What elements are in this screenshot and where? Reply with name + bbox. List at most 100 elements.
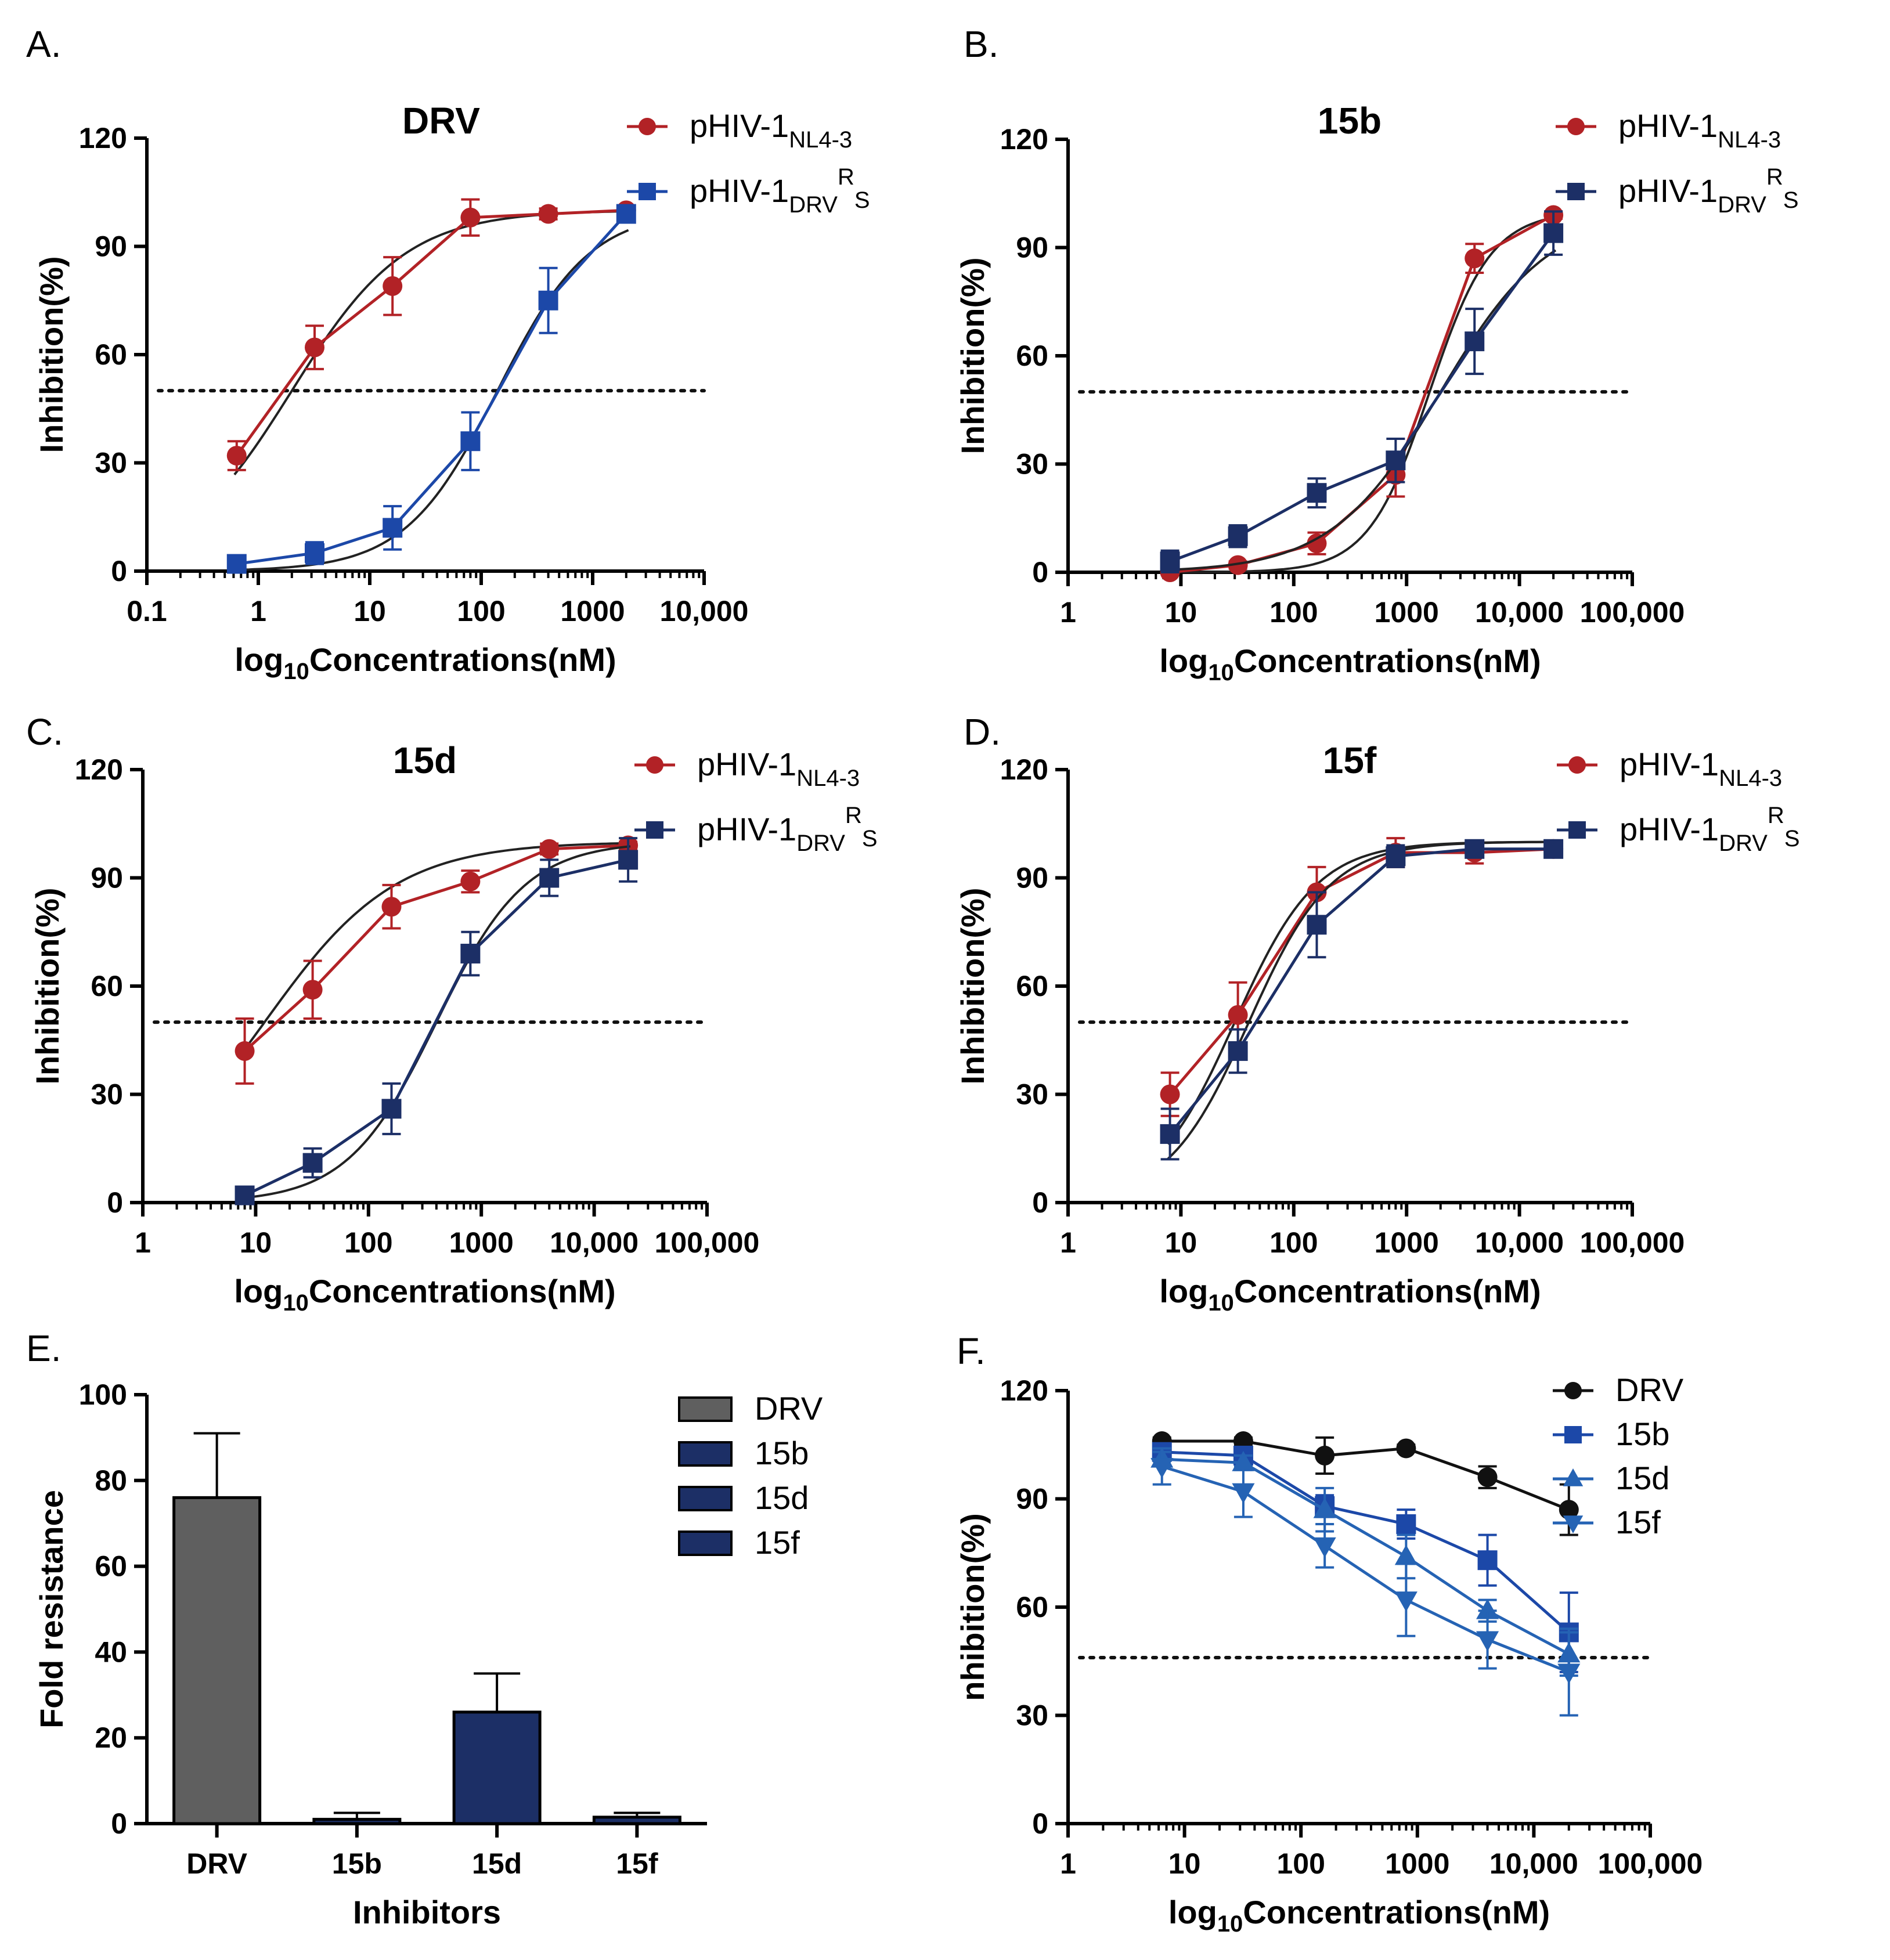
data-point bbox=[1396, 1514, 1416, 1535]
series-line bbox=[236, 212, 627, 566]
y-tick-label: 60 bbox=[95, 338, 127, 371]
series-line bbox=[1168, 847, 1554, 1135]
y-tick-label: 60 bbox=[95, 1550, 127, 1583]
y-tick-label: 20 bbox=[95, 1721, 127, 1754]
panel-title: 15d bbox=[393, 739, 457, 781]
x-axis-label-sub: 10 bbox=[1208, 660, 1234, 685]
panel-F: F.1 10 100 1000 10,000 100,000log10Concentrat… bbox=[954, 1330, 1703, 1937]
series-line bbox=[1170, 214, 1554, 574]
data-point bbox=[1228, 526, 1248, 546]
y-tick-label: 120 bbox=[1000, 753, 1048, 786]
data-point bbox=[1477, 1467, 1498, 1488]
y-tick-label: 0 bbox=[1032, 1807, 1048, 1840]
data-point bbox=[1394, 1544, 1418, 1565]
data-point bbox=[1476, 1631, 1499, 1652]
x-tick-label: 15d bbox=[472, 1847, 522, 1880]
legend-sup: R bbox=[838, 164, 854, 190]
data-point bbox=[226, 554, 247, 574]
legend-name: pHIV-1 bbox=[697, 811, 796, 847]
legend-label: 15d bbox=[755, 1479, 809, 1516]
legend-marker bbox=[1568, 756, 1586, 774]
legend-label: pHIV-1DRVRS bbox=[690, 164, 870, 218]
y-tick-label: 90 bbox=[91, 862, 123, 894]
fit-curve bbox=[234, 229, 629, 571]
legend-marker bbox=[1567, 118, 1585, 135]
legend-swatch bbox=[678, 1486, 733, 1511]
y-tick-label: 0 bbox=[107, 1186, 123, 1219]
series-line bbox=[1168, 847, 1554, 1096]
legend-label: pHIV-1DRVRS bbox=[1618, 164, 1799, 218]
x-tick-label: 100 bbox=[1276, 1847, 1325, 1880]
x-tick-label: 1 bbox=[1060, 1847, 1076, 1880]
fit-curve bbox=[1167, 249, 1557, 571]
x-axis-label-main: Concentrations(nM) bbox=[1234, 1273, 1541, 1309]
y-tick-label: 0 bbox=[1032, 556, 1048, 589]
legend-name: pHIV-1 bbox=[1618, 107, 1718, 144]
x-tick-label: 100 bbox=[1269, 596, 1318, 629]
legend-marker bbox=[646, 756, 663, 774]
legend-label: DRV bbox=[755, 1390, 823, 1427]
y-tick-label: 90 bbox=[1016, 232, 1048, 264]
data-point bbox=[1228, 555, 1248, 575]
legend-label: 15d bbox=[1615, 1460, 1669, 1496]
data-point bbox=[460, 207, 481, 228]
y-tick-label: 30 bbox=[1016, 1699, 1048, 1732]
x-tick-label: 100,000 bbox=[655, 1226, 760, 1259]
series-0 bbox=[226, 198, 636, 475]
series-1 bbox=[1160, 839, 1564, 1161]
y-tick-label: 120 bbox=[79, 122, 127, 154]
panel-label: F. bbox=[957, 1330, 986, 1372]
data-point bbox=[381, 897, 402, 917]
data-point bbox=[1160, 1124, 1180, 1144]
data-point bbox=[1465, 248, 1485, 269]
data-point bbox=[1160, 551, 1180, 572]
data-point bbox=[381, 1099, 402, 1119]
x-tick-label: 1000 bbox=[560, 595, 625, 627]
y-tick-label: 90 bbox=[95, 230, 127, 263]
x-axis-label-main: Concentrations(nM) bbox=[309, 1273, 616, 1309]
x-axis-label-sub: 10 bbox=[1208, 1290, 1234, 1316]
x-axis-label-log: log bbox=[1159, 642, 1208, 679]
series-line bbox=[1169, 232, 1555, 563]
legend-marker bbox=[1563, 1515, 1584, 1533]
x-tick-label: 100 bbox=[1269, 1226, 1318, 1259]
data-point bbox=[383, 518, 403, 538]
x-axis-label-log: log bbox=[1168, 1894, 1217, 1930]
y-tick-label: 30 bbox=[95, 447, 127, 479]
y-tick-label: 30 bbox=[1016, 1078, 1048, 1111]
panel-label: B. bbox=[964, 23, 998, 65]
y-tick-label: 60 bbox=[1016, 340, 1048, 372]
y-tick-label: 0 bbox=[111, 1807, 127, 1840]
series-3 bbox=[1150, 1447, 1581, 1717]
data-point bbox=[235, 1041, 255, 1061]
data-point bbox=[1228, 1005, 1248, 1025]
legend-sub: NL4-3 bbox=[789, 127, 852, 153]
data-point bbox=[538, 290, 558, 311]
legend-sub: NL4-3 bbox=[796, 766, 860, 791]
x-axis-label: log10Concentrations(nM) bbox=[234, 1273, 615, 1316]
data-point bbox=[1543, 839, 1564, 859]
data-point bbox=[1557, 1663, 1581, 1684]
x-tick-label: 1 bbox=[135, 1226, 151, 1259]
legend-marker bbox=[1567, 183, 1585, 200]
x-tick-label: 10 bbox=[1165, 596, 1198, 629]
legend-sub: DRV bbox=[789, 192, 838, 218]
legend-sub2: S bbox=[1784, 826, 1800, 851]
legend-sub: NL4-3 bbox=[1719, 766, 1782, 791]
data-point bbox=[1150, 1458, 1174, 1478]
legend-sub: DRV bbox=[1718, 192, 1766, 218]
legend-sup: R bbox=[845, 803, 862, 828]
y-axis-label: nhibition(%) bbox=[954, 1513, 991, 1701]
legend-marker bbox=[1564, 1426, 1582, 1443]
data-point bbox=[1396, 1438, 1416, 1459]
legend-swatch bbox=[678, 1441, 733, 1467]
x-tick-label: 10,000 bbox=[1489, 1847, 1578, 1880]
fit-curve bbox=[241, 842, 631, 1053]
y-tick-label: 30 bbox=[1016, 448, 1048, 481]
data-point bbox=[1386, 450, 1406, 471]
legend-marker bbox=[639, 183, 656, 200]
data-point bbox=[1477, 1550, 1498, 1571]
panel-label: C. bbox=[26, 711, 63, 753]
